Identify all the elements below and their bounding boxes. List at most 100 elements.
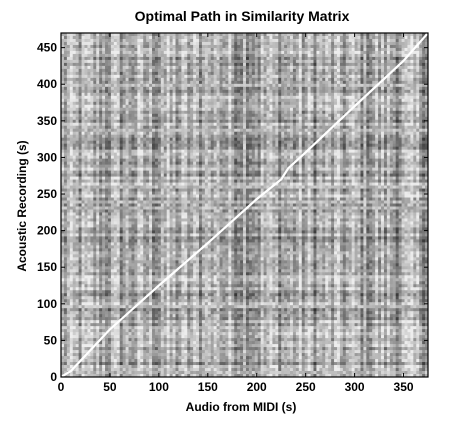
heatmap-cell [216, 143, 220, 148]
heatmap-cell [225, 122, 229, 127]
heatmap-cell [222, 128, 226, 133]
heatmap-cell [210, 89, 215, 94]
heatmap-cell [75, 68, 80, 73]
heatmap-cell [372, 116, 376, 121]
heatmap-cell [404, 74, 408, 79]
heatmap-cell [61, 104, 65, 109]
heatmap-cell [166, 44, 171, 49]
heatmap-cell [81, 143, 85, 148]
heatmap-cell [360, 116, 364, 121]
heatmap-cell [84, 98, 88, 103]
heatmap-cell [363, 140, 367, 145]
heatmap-cell [254, 128, 259, 133]
heatmap-cell [93, 107, 97, 112]
heatmap-cell [166, 38, 171, 43]
heatmap-cell [290, 62, 294, 67]
heatmap-cell [122, 95, 126, 100]
heatmap-cell [243, 53, 247, 58]
heatmap-cell [166, 71, 171, 76]
heatmap-cell [99, 110, 103, 115]
heatmap-cell [157, 65, 162, 70]
heatmap-cell [334, 131, 338, 136]
heatmap-cell [119, 83, 124, 88]
heatmap-cell [149, 44, 153, 49]
heatmap-cell [131, 107, 135, 112]
heatmap-cell [366, 143, 370, 148]
heatmap-cell [61, 33, 65, 37]
heatmap-cell [386, 56, 391, 61]
heatmap-cell [260, 50, 264, 55]
heatmap-cell [325, 68, 329, 73]
heatmap-cell [245, 119, 250, 124]
heatmap-cell [392, 98, 397, 103]
heatmap-cell [313, 149, 317, 154]
heatmap-cell [410, 131, 414, 136]
heatmap-cell [304, 77, 309, 82]
heatmap-cell [204, 140, 209, 145]
heatmap-cell [260, 71, 264, 76]
heatmap-cell [160, 110, 165, 115]
heatmap-cell [248, 71, 253, 76]
heatmap-cell [63, 143, 68, 148]
heatmap-cell [357, 77, 361, 82]
heatmap-cell [198, 143, 203, 148]
heatmap-cell [102, 62, 106, 67]
heatmap-cell [237, 113, 241, 118]
heatmap-cell [413, 134, 417, 139]
heatmap-cell [269, 38, 273, 43]
heatmap-cell [345, 122, 350, 127]
heatmap-cell [260, 68, 264, 73]
heatmap-cell [207, 62, 212, 67]
heatmap-cell [331, 89, 335, 94]
heatmap-cell [401, 101, 405, 106]
heatmap-cell [140, 71, 144, 76]
heatmap-cell [310, 134, 314, 139]
heatmap-cell [78, 41, 82, 46]
heatmap-cell [287, 89, 291, 94]
heatmap-cell [69, 62, 74, 67]
heatmap-cell [266, 101, 270, 106]
heatmap-cell [160, 98, 165, 103]
heatmap-cell [119, 47, 124, 52]
heatmap-cell [328, 33, 332, 37]
heatmap-cell [125, 92, 129, 97]
heatmap-cell [386, 119, 391, 124]
heatmap-cell [181, 143, 185, 148]
heatmap-cell [372, 71, 376, 76]
heatmap-cell [116, 53, 121, 58]
heatmap-cell [398, 33, 402, 37]
heatmap-cell [152, 38, 156, 43]
heatmap-cell [198, 35, 203, 40]
heatmap-cell [187, 143, 191, 148]
heatmap-cell [404, 41, 408, 46]
heatmap-cell [84, 47, 88, 52]
heatmap-cell [422, 140, 426, 145]
heatmap-cell [90, 50, 94, 55]
heatmap-cell [107, 47, 112, 52]
heatmap-cell [207, 77, 212, 82]
heatmap-cell [316, 104, 320, 109]
heatmap-cell [66, 143, 71, 148]
heatmap-cell [360, 77, 364, 82]
heatmap-cell [372, 110, 376, 115]
heatmap-cell [372, 119, 376, 124]
heatmap-cell [275, 143, 279, 148]
heatmap-cell [207, 116, 212, 121]
heatmap-cell [175, 122, 179, 127]
heatmap-cell [266, 119, 270, 124]
heatmap-cell [284, 62, 288, 67]
heatmap-cell [181, 110, 185, 115]
heatmap-cell [313, 65, 317, 70]
heatmap-cell [163, 47, 168, 52]
heatmap-cell [354, 92, 358, 97]
heatmap-cell [307, 128, 311, 133]
heatmap-cell [187, 98, 191, 103]
heatmap-cell [419, 98, 423, 103]
heatmap-cell [75, 59, 80, 64]
heatmap-cell [87, 71, 91, 76]
heatmap-cell [363, 104, 367, 109]
heatmap-cell [372, 41, 376, 46]
heatmap-cell [260, 80, 264, 85]
heatmap-cell [128, 113, 132, 118]
heatmap-cell [204, 113, 209, 118]
